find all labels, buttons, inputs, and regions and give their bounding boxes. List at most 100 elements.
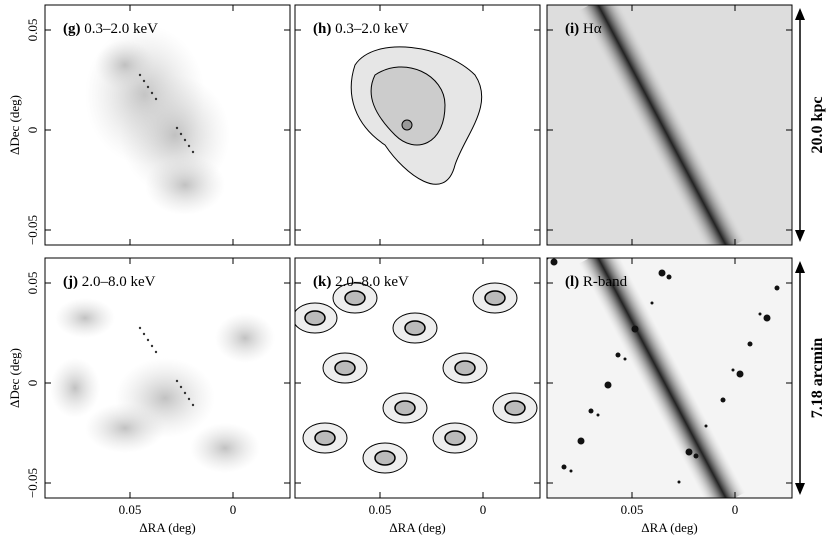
x-tick-label: 0 (230, 502, 237, 517)
contour (314, 430, 336, 446)
star (774, 285, 780, 291)
star (658, 269, 666, 277)
emission (50, 358, 100, 418)
contour (444, 430, 466, 446)
panel-band: 2.0–8.0 keV (335, 274, 409, 290)
point-source (150, 91, 154, 95)
contour (394, 400, 416, 416)
arrow-head (795, 230, 805, 242)
contour (374, 450, 396, 466)
y-tick-label: 0 (25, 380, 40, 387)
point-source (154, 97, 158, 101)
panel: (j) 2.0–8.0 keV 0.05 0 −0.05 ΔDec (deg) 0.05 0… (7, 257, 291, 535)
point-source (146, 338, 150, 342)
galaxy (578, 258, 746, 498)
point-source (142, 332, 146, 336)
point-source (183, 391, 187, 395)
star (631, 325, 639, 333)
panel-band: Hα (583, 21, 602, 37)
star (569, 469, 573, 473)
star (577, 437, 585, 445)
contour (484, 290, 506, 306)
panel-id: (l) (565, 274, 579, 290)
point-source (146, 85, 150, 89)
frame (546, 257, 793, 499)
x-tick-label: 0.05 (621, 502, 644, 517)
point-source (183, 138, 187, 142)
frame (44, 4, 291, 246)
x-tick-label: 0 (732, 502, 739, 517)
point-source (150, 344, 154, 348)
panel-id: (i) (565, 21, 579, 37)
contour (344, 290, 366, 306)
contour (370, 66, 446, 146)
panel-label: (k) 2.0–8.0 keV (313, 274, 409, 290)
point-source (187, 397, 191, 401)
panel: (h) 0.3–2.0 keV (294, 4, 541, 246)
panel-image (295, 5, 540, 245)
point-source (138, 326, 142, 330)
galaxy (578, 5, 746, 245)
star (666, 274, 672, 280)
scale-label: 20.0 kpc (809, 97, 826, 154)
panel-band: R-band (583, 274, 628, 290)
emission (215, 313, 275, 363)
y-tick-label: 0.05 (25, 19, 40, 42)
panel: (g) 0.3–2.0 keV 0.05 0 −0.05 ΔDec (deg) (7, 4, 291, 246)
point-source (138, 73, 142, 77)
emission (55, 298, 115, 338)
frame (44, 257, 291, 499)
panel-label: (g) 0.3–2.0 keV (63, 21, 158, 37)
panel-id: (h) (313, 21, 331, 37)
arrow-head (795, 8, 805, 20)
y-tick-label: −0.05 (25, 215, 40, 245)
star (747, 341, 753, 347)
star (763, 314, 771, 322)
star (604, 381, 612, 389)
panel: (i) Hα (546, 4, 793, 246)
star (704, 424, 708, 428)
panel-band: 0.3–2.0 keV (335, 21, 409, 37)
panel-id: (j) (63, 274, 78, 290)
arrow-head (795, 483, 805, 495)
x-axis-label: ΔRA (deg) (389, 520, 445, 535)
star (650, 301, 654, 305)
point-source (191, 150, 195, 154)
emission (85, 403, 165, 453)
x-tick-label: 0 (480, 502, 487, 517)
contour (334, 360, 356, 376)
star (615, 352, 621, 358)
x-axis-label: ΔRA (deg) (641, 520, 697, 535)
panel-label: (l) R-band (565, 274, 628, 290)
star (677, 480, 681, 484)
panel: (l) R-band 0.05 0 ΔRA (deg) (546, 257, 793, 535)
emission (95, 40, 155, 90)
star (596, 413, 600, 417)
y-axis-label: ΔDec (deg) (7, 95, 22, 155)
star (731, 368, 735, 372)
contour (504, 400, 526, 416)
star (720, 397, 726, 403)
point-source (142, 79, 146, 83)
star (550, 258, 558, 266)
star (561, 464, 567, 470)
y-tick-label: 0 (25, 127, 40, 134)
panel-image (45, 258, 290, 498)
star (588, 408, 594, 414)
point-source (179, 132, 183, 136)
frame (294, 4, 541, 246)
contour (304, 310, 326, 326)
panel-image (45, 5, 290, 245)
point-source (191, 403, 195, 407)
panel-band: 0.3–2.0 keV (84, 21, 158, 37)
panel-image (547, 5, 792, 245)
frame (294, 257, 541, 499)
emission (145, 155, 225, 215)
point-source (179, 385, 183, 389)
scale-label: 7.18 arcmin (809, 338, 826, 419)
x-axis-label: ΔRA (deg) (139, 520, 195, 535)
star (685, 448, 693, 456)
point-source (187, 144, 191, 148)
panel-label: (i) Hα (565, 21, 602, 37)
panel-label: (j) 2.0–8.0 keV (63, 274, 156, 290)
